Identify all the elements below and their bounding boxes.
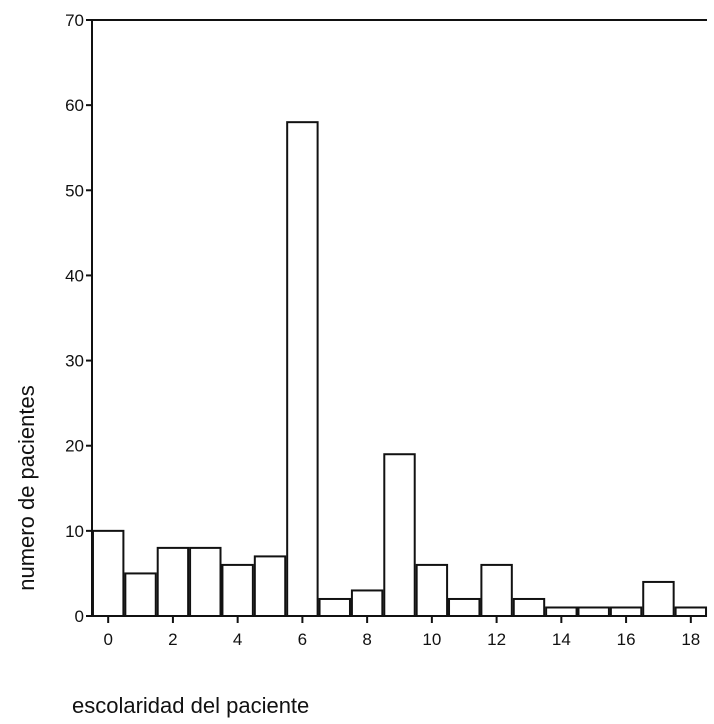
y-tick-label-30: 30	[65, 352, 84, 371]
y-tick-label-0: 0	[75, 607, 84, 626]
bar-2	[156, 546, 190, 618]
x-tick-label-2: 2	[168, 630, 177, 649]
x-tick-label-4: 4	[233, 630, 242, 649]
x-tick-label-10: 10	[422, 630, 441, 649]
x-tick-label-14: 14	[552, 630, 571, 649]
bar-15	[577, 606, 610, 617]
bar-16	[609, 606, 643, 617]
x-tick-label-0: 0	[103, 630, 112, 649]
x-tick-label-16: 16	[617, 630, 636, 649]
y-axis-title: numero de pacientes	[14, 385, 39, 590]
y-tick-label-40: 40	[65, 266, 84, 285]
x-tick-label-8: 8	[362, 630, 371, 649]
bar-4	[221, 563, 254, 617]
bar-7	[318, 597, 351, 617]
bar-18	[674, 606, 708, 617]
bar-6	[286, 121, 319, 617]
bar-13	[512, 597, 546, 617]
y-tick-label-60: 60	[65, 96, 84, 115]
bar-3	[189, 546, 222, 618]
bar-0	[91, 529, 125, 617]
bar-10	[415, 563, 449, 617]
y-tick-label-10: 10	[65, 522, 84, 541]
y-tick-label-70: 70	[65, 11, 84, 30]
bar-12	[480, 563, 513, 617]
bar-9	[383, 453, 416, 618]
bar-17	[642, 580, 675, 618]
x-tick-label-6: 6	[298, 630, 307, 649]
bars	[91, 121, 708, 618]
bar-1	[124, 572, 157, 617]
bar-14	[545, 606, 578, 617]
x-tick-label-18: 18	[681, 630, 700, 649]
x-axis-title: escolaridad del paciente	[72, 693, 309, 718]
y-tick-label-20: 20	[65, 437, 84, 456]
bar-5	[253, 555, 287, 618]
y-axis-ticks: 0 10 20 30 40 50 60 70	[65, 11, 92, 626]
x-tick-label-12: 12	[487, 630, 506, 649]
x-axis-ticks: 0 2 4 6 8 10 12 14 16 18	[103, 616, 700, 649]
y-tick-label-50: 50	[65, 181, 84, 200]
bar-8	[350, 589, 384, 618]
bar-11	[448, 597, 481, 617]
